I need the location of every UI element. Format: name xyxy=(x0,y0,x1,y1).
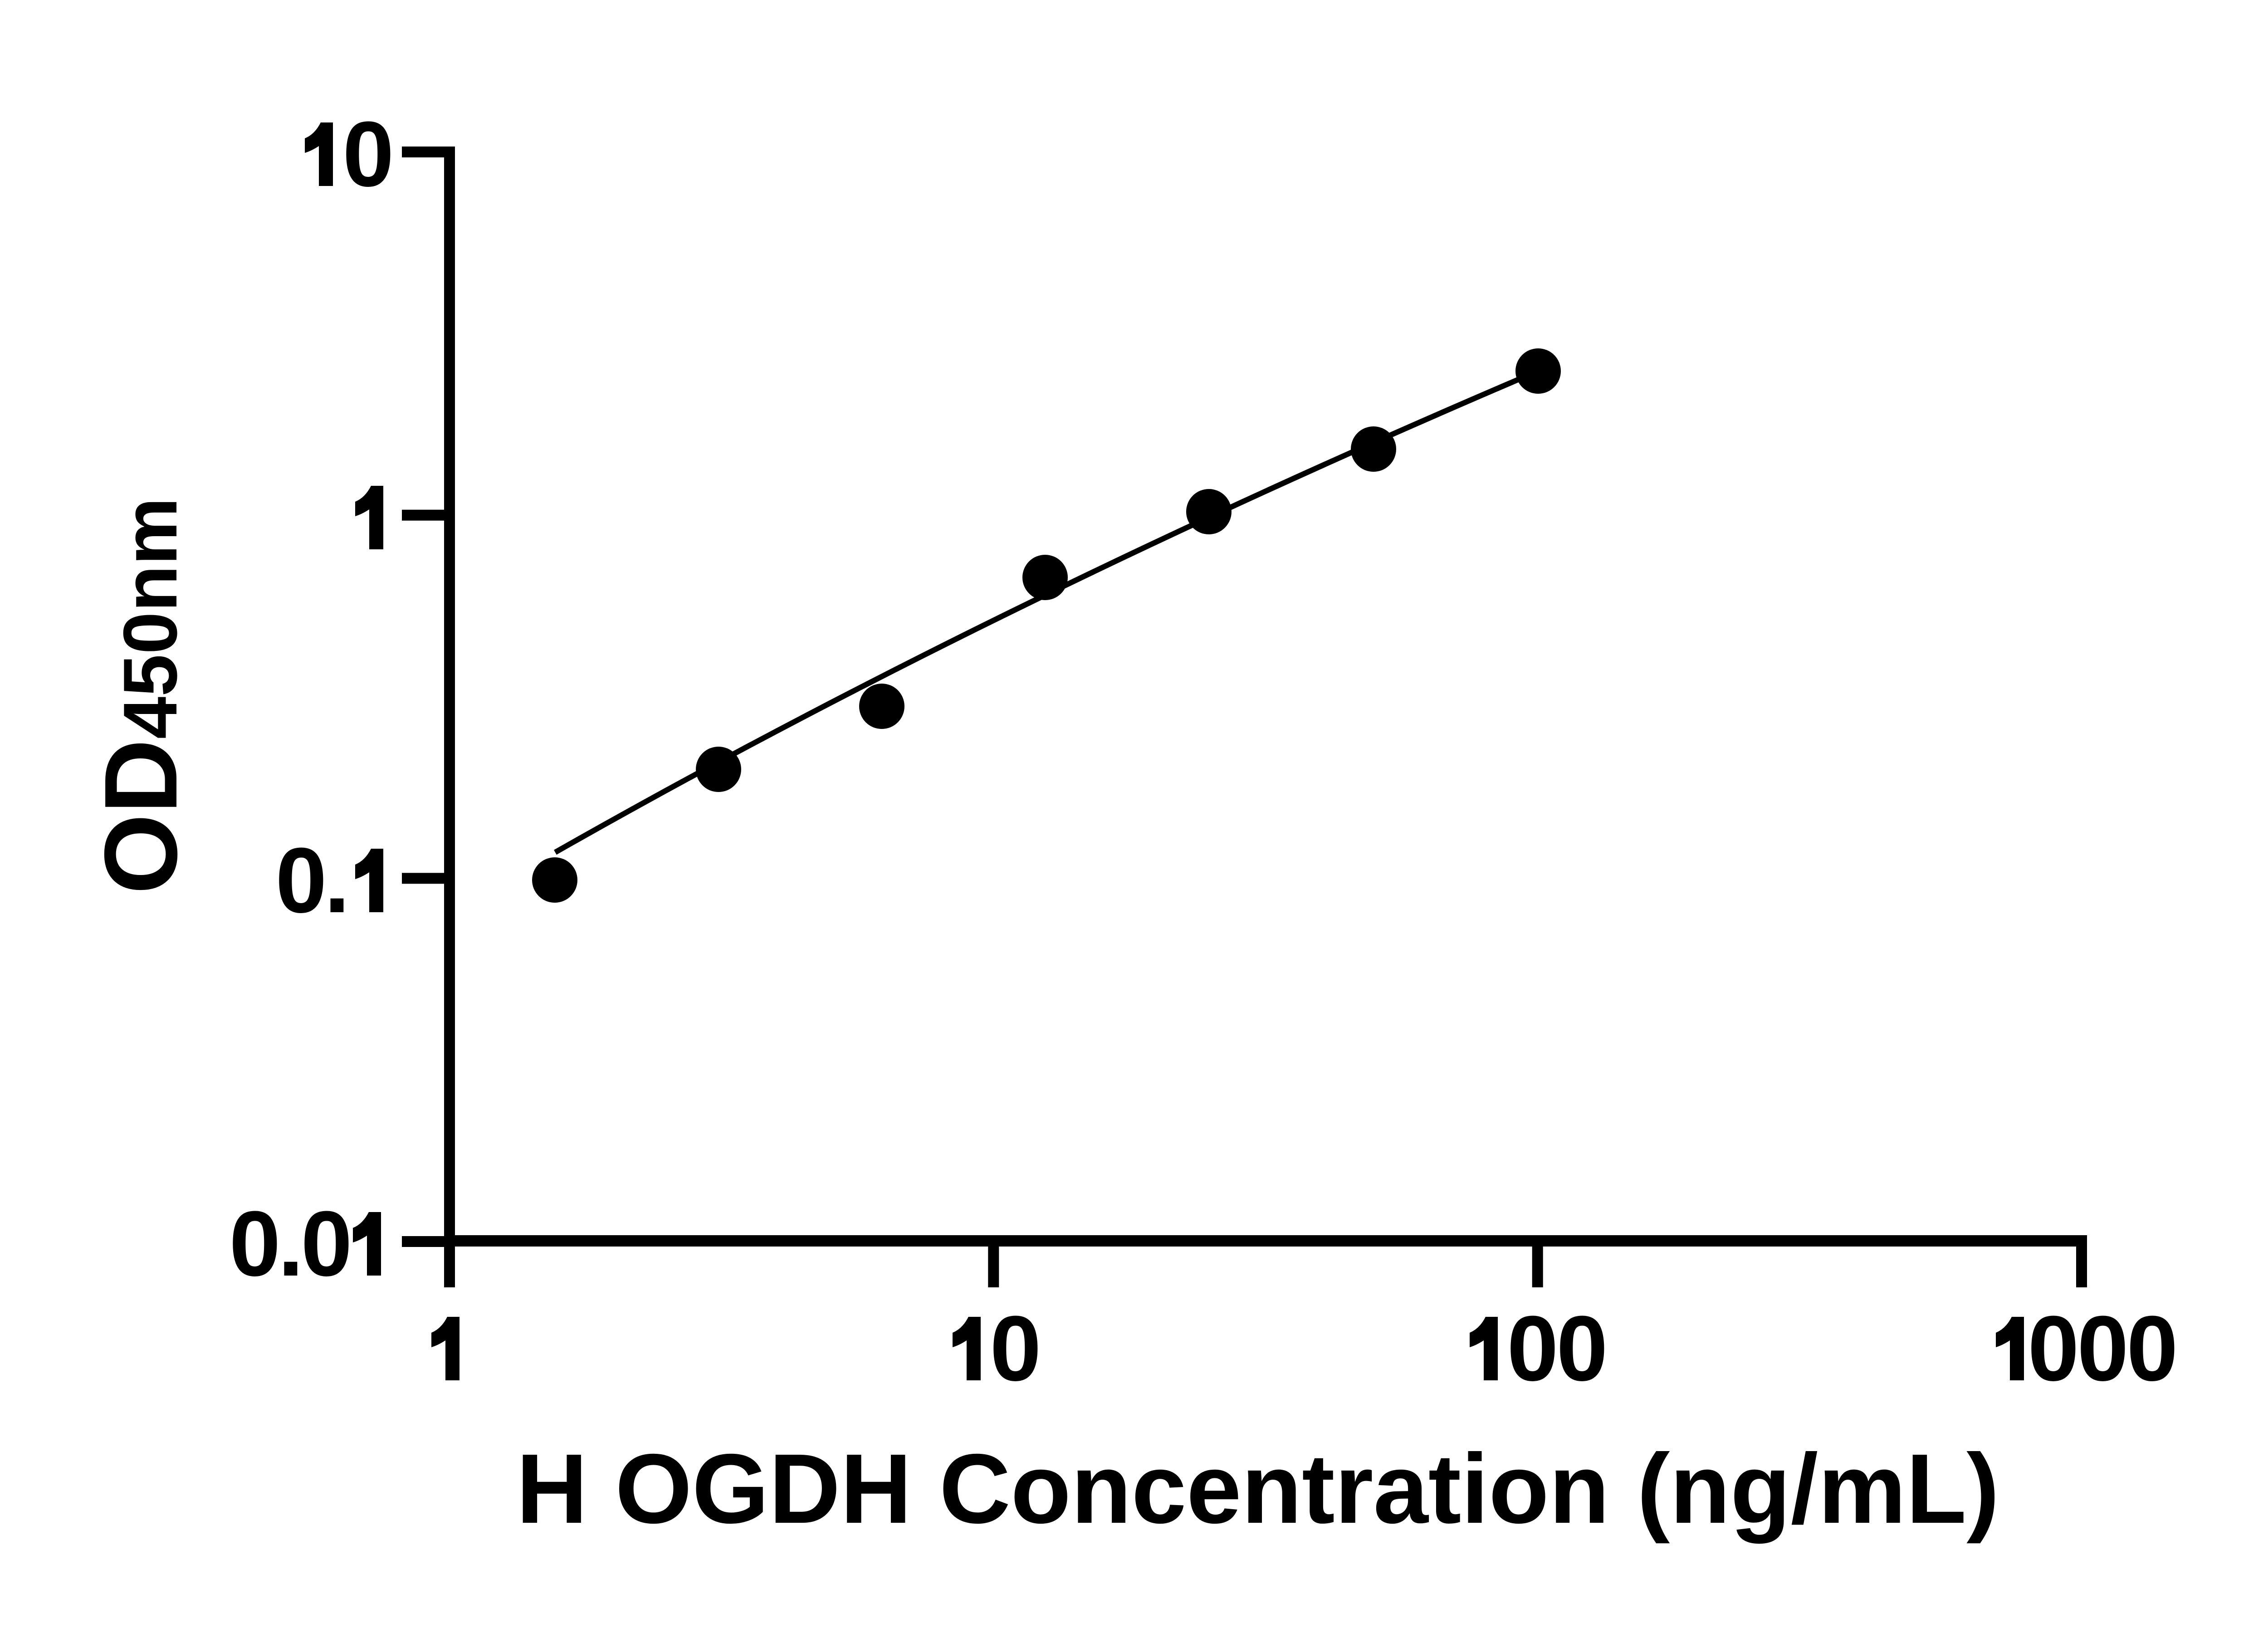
svg-text:H OGDH Concentration (ng/mL): H OGDH Concentration (ng/mL) xyxy=(516,1434,1999,1544)
svg-text:0: 0 xyxy=(2126,1297,2178,1400)
svg-text:0: 0 xyxy=(301,1192,352,1296)
svg-text:OD450nm: OD450nm xyxy=(83,498,199,895)
svg-text:.: . xyxy=(324,829,350,932)
svg-text:0: 0 xyxy=(229,1192,280,1296)
svg-text:0: 0 xyxy=(342,103,394,206)
svg-text:0: 0 xyxy=(2028,1297,2079,1400)
svg-text:0: 0 xyxy=(990,1297,1041,1400)
svg-text:0: 0 xyxy=(1556,1297,1608,1400)
svg-text:.: . xyxy=(278,1192,304,1296)
svg-text:0: 0 xyxy=(275,829,327,932)
svg-text:0: 0 xyxy=(1507,1297,1558,1400)
svg-text:0: 0 xyxy=(2077,1297,2128,1400)
